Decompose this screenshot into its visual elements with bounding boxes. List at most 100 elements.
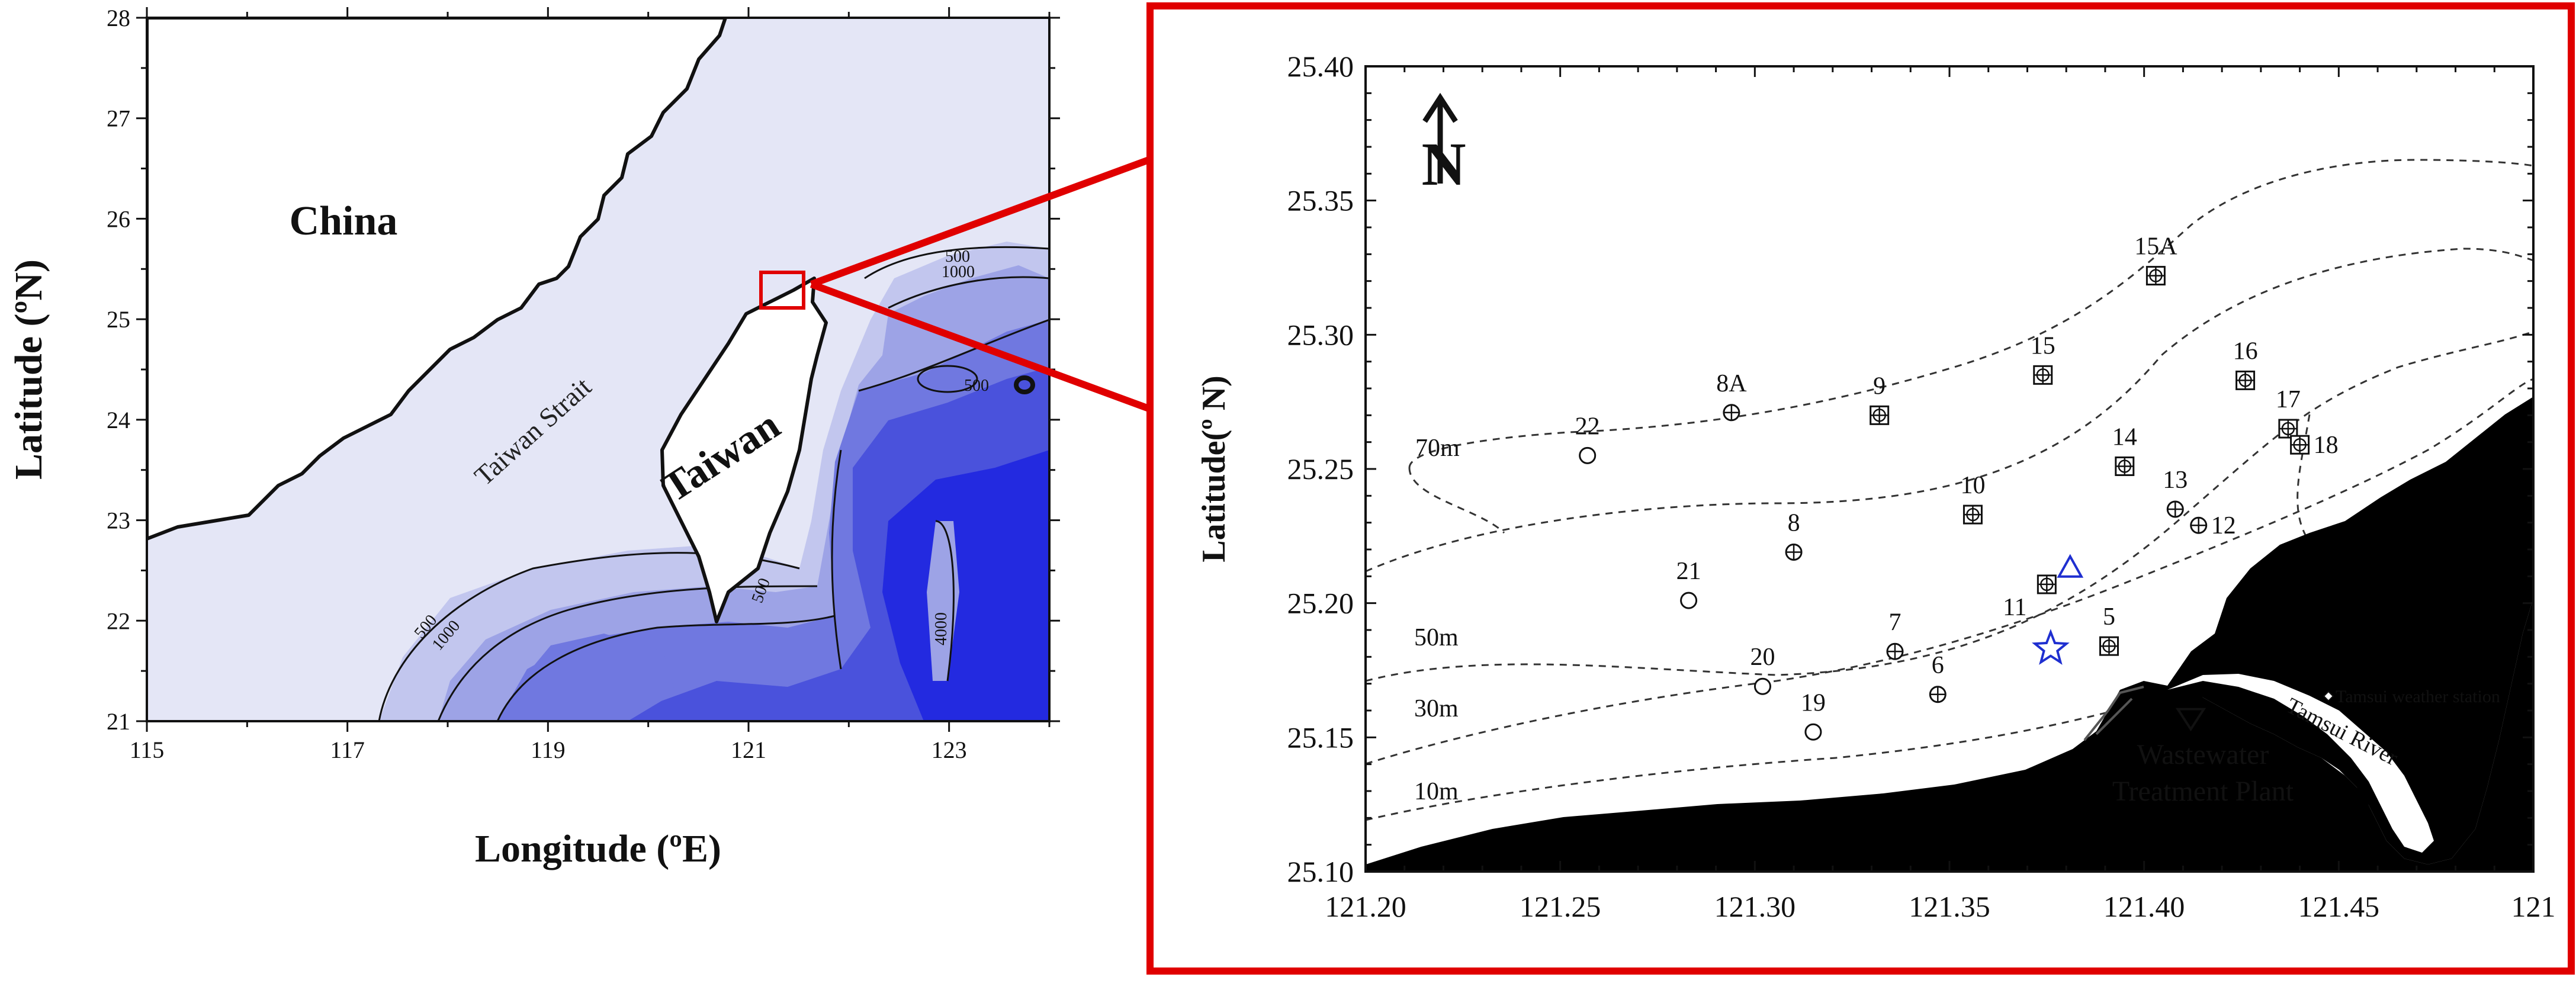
y-tick-label: 24 xyxy=(107,407,130,433)
contour-label: 1000 xyxy=(942,263,975,281)
weather-station-icon xyxy=(2323,690,2334,702)
station-22: 22 xyxy=(1575,413,1600,464)
x-tick-label: 121.40 xyxy=(2103,890,2185,923)
x-tick-label: 121.25 xyxy=(1520,890,1601,923)
coast-land xyxy=(1366,598,2533,872)
left-x-axis-label: Longitude (ºE) xyxy=(475,827,721,870)
inset-axes: 121.20 121.25 121.30 121.35 121.40 121.45 1212… xyxy=(1287,50,2556,923)
station-8: 8 xyxy=(1785,510,1803,561)
station-7: 7 xyxy=(1886,609,1904,660)
bathymetry-level-5 xyxy=(882,450,1049,721)
inset-y-axis-label: Latitude(º N) xyxy=(1196,375,1232,562)
inset-locator-box xyxy=(759,271,805,310)
harbor-jetty xyxy=(2083,686,2144,741)
station-21: 21 xyxy=(1676,558,1701,609)
y-tick-label: 23 xyxy=(107,507,130,534)
station-label: 21 xyxy=(1676,558,1701,585)
station-label: 9 xyxy=(1873,372,1886,400)
plant-label-line2: Treatment Plant xyxy=(2112,776,2294,807)
tamsui-river-channel xyxy=(2167,674,2434,853)
station-label: 16 xyxy=(2233,338,2258,365)
left-map-axes: 115 117 119 121 123 21 22 23 24 25 26 27 28 xyxy=(107,5,1060,763)
y-tick-label: 28 xyxy=(107,5,130,31)
station-label: 6 xyxy=(1932,652,1944,679)
depth-label-30m: 30m xyxy=(1414,695,1459,722)
x-tick-label: 119 xyxy=(531,737,566,763)
station-label: 10 xyxy=(1960,472,1985,499)
depth-label-50m: 50m xyxy=(1414,624,1459,651)
station-label: 5 xyxy=(2103,603,2115,631)
station-label: 19 xyxy=(1801,689,1826,716)
station-label: 7 xyxy=(1888,609,1901,636)
inset-map: 121.20 121.25 121.30 121.35 121.40 121.45 1212… xyxy=(1196,50,2556,923)
station-label: 20 xyxy=(1750,644,1775,671)
north-label: N xyxy=(1421,130,1466,198)
y-tick-label: 27 xyxy=(107,105,130,132)
depth-label-10m: 10m xyxy=(1414,778,1459,805)
y-tick-label: 25.35 xyxy=(1287,184,1354,217)
station-15A: 15A xyxy=(2134,233,2177,286)
north-arrow-icon xyxy=(1422,92,1458,184)
triangle-marker-icon xyxy=(2057,554,2084,578)
taiwan-land xyxy=(660,277,828,623)
x-tick-label: 121.35 xyxy=(1909,890,1990,923)
china-label: China xyxy=(290,198,398,244)
x-tick-label: 121.45 xyxy=(2298,890,2380,923)
depth-label-70m: 70m xyxy=(1415,435,1460,462)
y-tick-label: 25.40 xyxy=(1287,50,1354,83)
x-tick-label: 123 xyxy=(932,737,967,763)
station-13: 13 xyxy=(2163,467,2188,518)
station-8A: 8A xyxy=(1716,370,1747,422)
x-tick-label: 121.20 xyxy=(1325,890,1406,923)
station-16: 16 xyxy=(2233,338,2258,390)
station-9: 9 xyxy=(1870,372,1890,425)
station-10: 10 xyxy=(1960,472,1985,525)
weather-station-label: Tamsui weather station xyxy=(2336,687,2500,706)
y-tick-label: 22 xyxy=(107,608,130,634)
left-y-axis-label: Latitude (ºN) xyxy=(7,259,50,480)
station-label: 11 xyxy=(2003,594,2026,621)
station-label: 17 xyxy=(2276,386,2301,413)
star-marker-icon xyxy=(2032,629,2070,665)
bathymetry-basin xyxy=(521,634,675,721)
contour-label: 500 xyxy=(945,247,970,266)
sampling-stations: 15A 16 15 9 8A 22 17 18 14 13 12 10 8 21 11 5 7 6 20 19 xyxy=(1575,233,2339,741)
contour-label: 500 xyxy=(964,377,989,395)
y-tick-label: 25 xyxy=(107,306,130,333)
station-label: 22 xyxy=(1575,413,1600,440)
treatment-plant-marker-icon xyxy=(2175,708,2206,732)
station-6: 6 xyxy=(1929,652,1947,703)
station-label: 8 xyxy=(1788,510,1800,537)
station-15: 15 xyxy=(2031,332,2055,385)
coast-land-north xyxy=(2167,397,2533,864)
y-tick-label: 26 xyxy=(107,205,130,232)
station-label: 15 xyxy=(2031,332,2055,359)
x-tick-label: 117 xyxy=(330,737,365,763)
x-tick-label: 121 xyxy=(2511,890,2556,923)
station-14: 14 xyxy=(2112,423,2137,476)
x-tick-label: 121.30 xyxy=(1714,890,1796,923)
contour-lines xyxy=(378,246,1049,721)
station-label: 12 xyxy=(2211,512,2236,539)
station-11: 11 xyxy=(2003,574,2057,621)
y-tick-label: 25.25 xyxy=(1287,452,1354,486)
station-17: 17 xyxy=(2276,386,2301,439)
station-label: 18 xyxy=(2314,432,2339,459)
x-tick-label: 115 xyxy=(130,737,165,763)
station-12: 12 xyxy=(2190,512,2236,539)
station-label: 14 xyxy=(2112,423,2137,451)
y-tick-label: 25.10 xyxy=(1287,855,1354,888)
station-label: 15A xyxy=(2134,233,2177,261)
inset-red-frame xyxy=(1146,2,2575,975)
station-5: 5 xyxy=(2099,603,2119,656)
contour-label: 4000 xyxy=(932,612,950,645)
station-label: 8A xyxy=(1716,370,1747,397)
station-label: 13 xyxy=(2163,467,2188,494)
y-tick-label: 21 xyxy=(107,708,130,735)
station-19: 19 xyxy=(1801,689,1826,741)
plant-label-line1: Wastewater xyxy=(2137,739,2269,770)
station-20: 20 xyxy=(1750,644,1775,695)
x-tick-label: 121 xyxy=(731,737,766,763)
left-map: China Taiwan Taiwan Strait 500 1000 500 … xyxy=(7,5,1060,870)
